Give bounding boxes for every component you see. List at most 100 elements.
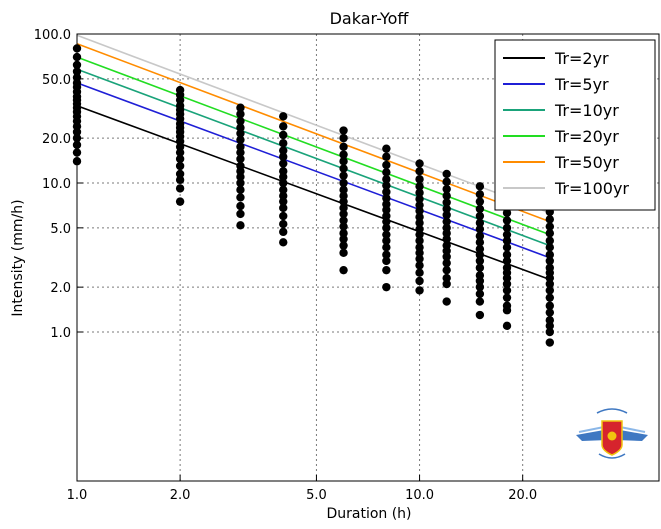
data-point bbox=[545, 243, 555, 252]
data-point bbox=[279, 172, 288, 182]
data-point bbox=[442, 246, 451, 256]
return-period-lines bbox=[76, 34, 551, 281]
data-point bbox=[502, 236, 512, 245]
data-point bbox=[415, 236, 424, 245]
data-point bbox=[442, 169, 451, 179]
data-point bbox=[382, 168, 391, 177]
data-point bbox=[475, 211, 485, 221]
data-point bbox=[339, 164, 348, 173]
data-point bbox=[175, 169, 185, 179]
data-point bbox=[502, 321, 512, 331]
series-line bbox=[76, 68, 551, 247]
chart-title: Dakar-Yoff bbox=[330, 9, 410, 28]
data-point bbox=[442, 279, 451, 289]
data-point bbox=[502, 243, 512, 252]
data-point bbox=[415, 159, 424, 168]
data-point bbox=[382, 250, 391, 259]
data-point bbox=[236, 209, 245, 219]
data-point bbox=[502, 279, 512, 289]
data-point bbox=[475, 276, 485, 286]
data-point bbox=[502, 223, 512, 233]
data-point bbox=[502, 208, 512, 218]
data-point bbox=[502, 293, 512, 302]
data-point bbox=[382, 223, 391, 233]
data-point bbox=[442, 258, 451, 268]
data-point bbox=[442, 191, 451, 201]
data-point bbox=[339, 216, 348, 225]
data-point bbox=[545, 286, 555, 295]
data-point bbox=[279, 152, 288, 161]
y-tick-label: 100.0 bbox=[34, 28, 71, 43]
data-point bbox=[475, 238, 485, 247]
data-point bbox=[475, 263, 485, 272]
data-point bbox=[442, 265, 451, 275]
data-point bbox=[502, 230, 512, 239]
legend-box bbox=[494, 39, 656, 211]
legend-label: Tr=5yr bbox=[554, 75, 609, 94]
series-line bbox=[76, 104, 551, 281]
data-point bbox=[382, 152, 391, 161]
data-point bbox=[545, 222, 555, 231]
data-point bbox=[339, 142, 348, 151]
data-point bbox=[236, 193, 245, 202]
data-point bbox=[279, 138, 288, 148]
data-point bbox=[545, 279, 555, 289]
data-point bbox=[415, 230, 424, 239]
data-point bbox=[339, 241, 348, 250]
data-point bbox=[339, 197, 348, 206]
data-point bbox=[442, 210, 451, 220]
legend: Tr=2yr Tr=5yr Tr=10yr Tr=20yr Tr=50yr Tr=100y… bbox=[494, 39, 656, 211]
legend-label: Tr=10yr bbox=[554, 101, 619, 120]
x-tick-label: 10.0 bbox=[405, 488, 434, 503]
data-point bbox=[382, 175, 391, 184]
data-point bbox=[382, 243, 391, 252]
data-point bbox=[339, 133, 348, 143]
data-point bbox=[339, 171, 348, 180]
data-point bbox=[279, 191, 288, 201]
legend-label: Tr=50yr bbox=[554, 153, 619, 172]
data-point bbox=[236, 221, 245, 230]
data-point bbox=[415, 194, 424, 204]
data-point bbox=[415, 261, 424, 270]
data-point bbox=[236, 129, 245, 138]
data-point bbox=[339, 248, 348, 258]
data-point bbox=[502, 216, 512, 225]
data-point bbox=[502, 286, 512, 295]
data-point bbox=[545, 229, 555, 238]
data-point bbox=[175, 142, 185, 151]
data-point bbox=[236, 116, 245, 126]
data-point bbox=[475, 231, 485, 241]
data-point bbox=[175, 161, 185, 171]
data-point bbox=[475, 250, 485, 259]
data-point bbox=[339, 191, 348, 201]
data-point bbox=[442, 252, 451, 261]
data-point bbox=[339, 185, 348, 195]
data-point bbox=[415, 268, 424, 277]
ticks: 1.0 2.0 5.0 10.0 20.0 1.0 2.0 5.0 10.0 20.0 50.0 10… bbox=[34, 28, 537, 503]
data-point bbox=[475, 182, 485, 191]
data-point bbox=[442, 177, 451, 186]
data-point bbox=[339, 126, 348, 135]
data-point bbox=[339, 229, 348, 238]
data-point bbox=[442, 297, 451, 306]
data-point bbox=[442, 184, 451, 194]
data-point bbox=[442, 198, 451, 207]
data-point bbox=[442, 234, 451, 244]
data-point bbox=[545, 256, 555, 266]
data-point bbox=[502, 273, 512, 283]
observation-points bbox=[72, 44, 555, 347]
x-tick-label: 2.0 bbox=[170, 488, 191, 503]
data-point bbox=[415, 286, 424, 295]
data-point bbox=[279, 112, 288, 121]
data-point bbox=[175, 148, 185, 157]
data-point bbox=[475, 289, 485, 299]
x-axis-label: Duration (h) bbox=[326, 506, 411, 522]
data-point bbox=[545, 327, 555, 337]
data-point bbox=[475, 256, 485, 266]
data-point bbox=[382, 194, 391, 203]
data-point bbox=[475, 282, 485, 292]
data-point bbox=[415, 206, 424, 216]
data-point bbox=[545, 273, 555, 283]
x-tick-label: 20.0 bbox=[508, 488, 537, 503]
